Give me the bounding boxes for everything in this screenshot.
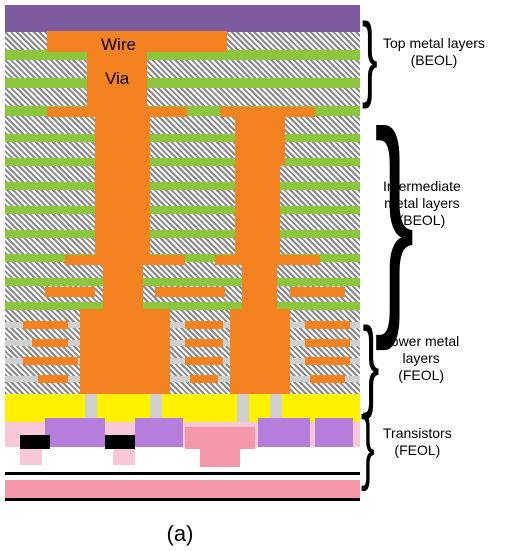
transistor-shape: [20, 449, 42, 465]
dielectric-layer: [5, 116, 360, 134]
metal-shape: [65, 255, 185, 265]
metal-shape: [155, 287, 225, 297]
metal-shape: [23, 357, 78, 365]
section-label-text: Lower metallayers(FEOL): [383, 333, 459, 383]
section-label-group: }Top metal layers(BEOL): [378, 10, 503, 92]
subfigure-caption: (a): [0, 521, 360, 547]
metal-shape: [95, 117, 150, 255]
transistor-shape: [258, 418, 310, 447]
transistor-shape: [315, 418, 353, 447]
stratum: [5, 78, 360, 88]
stratum: [5, 134, 360, 142]
section-label-text: Transistors(FEOL): [383, 425, 452, 459]
section-label-group: }Intermediatemetal layers(BEOL): [378, 97, 503, 307]
transistor-shape: [113, 449, 135, 465]
metal-shape: [190, 375, 218, 383]
stratum: [5, 182, 360, 190]
stratum: [5, 498, 360, 501]
dielectric-layer: [5, 238, 360, 254]
section-label-group: }Lower metallayers(FEOL): [378, 313, 503, 401]
transistor-shape: [185, 427, 255, 449]
stratum: [5, 480, 360, 498]
metal-shape: [242, 265, 277, 309]
metal-shape: [215, 255, 320, 265]
metal-shape: [310, 375, 345, 383]
cross-section-diagram: Wire Via: [5, 5, 360, 510]
stratum: [5, 302, 360, 310]
metal-shape: [235, 117, 285, 165]
stratum: [5, 206, 360, 214]
stratum: [5, 5, 360, 32]
wire-label: Wire: [101, 35, 136, 55]
stratum: [5, 158, 360, 166]
metal-shape: [235, 165, 280, 255]
metal-shape: [305, 321, 350, 329]
dielectric-layer: [5, 382, 360, 394]
metal-shape: [305, 339, 350, 347]
transistor-shape: [45, 418, 105, 447]
metal-shape: [47, 31, 227, 52]
section-label-text: Top metal layers(BEOL): [383, 35, 485, 69]
metal-shape: [290, 287, 345, 297]
metal-shape: [32, 339, 68, 347]
via-label: Via: [105, 69, 129, 89]
dielectric-layer: [5, 88, 360, 106]
metal-shape: [45, 287, 95, 297]
dielectric-layer: [5, 214, 360, 230]
metal-shape: [103, 265, 143, 309]
metal-shape: [305, 357, 350, 365]
transistor-shape: [20, 435, 50, 449]
stratum: [5, 447, 360, 472]
metal-shape: [185, 357, 223, 365]
dielectric-layer: [5, 190, 360, 206]
transistor-shape: [135, 418, 183, 447]
dielectric-layer: [5, 142, 360, 158]
metal-shape: [80, 309, 170, 394]
metal-shape: [230, 309, 290, 394]
curly-brace-icon: }: [361, 405, 375, 488]
stratum: [5, 472, 360, 475]
section-label-group: }Transistors(FEOL): [378, 405, 503, 477]
transistor-shape: [200, 449, 240, 467]
dielectric-layer: [5, 60, 360, 78]
metal-shape: [220, 107, 315, 117]
dielectric-layer: [5, 166, 360, 182]
metal-shape: [185, 321, 223, 329]
section-label-text: Intermediatemetal layers(BEOL): [383, 178, 461, 228]
metal-shape: [38, 375, 68, 383]
metal-shape: [23, 321, 68, 329]
metal-shape: [47, 107, 187, 117]
metal-shape: [185, 339, 223, 347]
stratum: [5, 230, 360, 238]
transistor-shape: [237, 394, 249, 422]
transistor-shape: [105, 435, 135, 449]
stratum: [5, 278, 360, 286]
